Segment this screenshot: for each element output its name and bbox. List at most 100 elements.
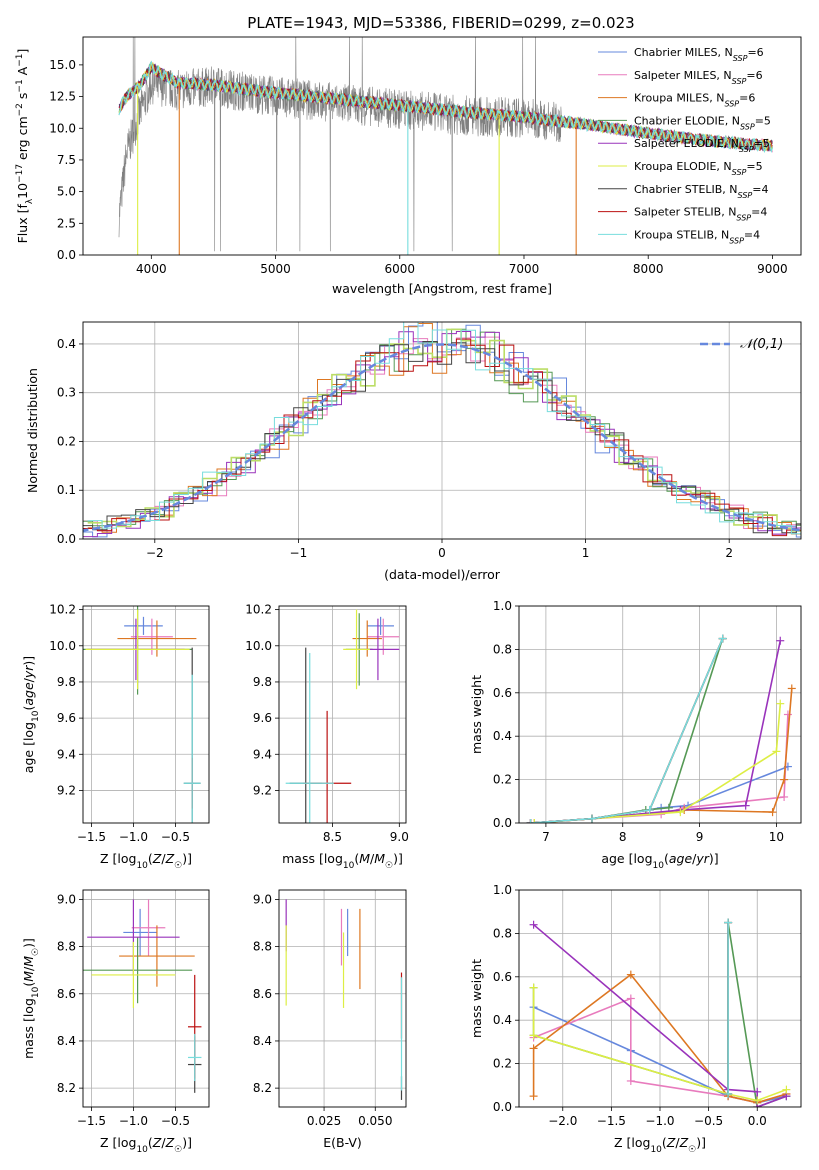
y-tick-label: 9.6 [57,711,76,725]
y-axis-label-part: yr [21,665,36,679]
x-tick-label: 4000 [136,262,167,276]
legend-label-text: Kroupa ELODIE, N [634,160,732,173]
legend-label-sub: SSP [736,213,751,222]
legend-label-sub: SSP [739,145,754,154]
x-axis-label-part: )] [393,851,403,866]
x-tick-label: 5000 [260,262,291,276]
y-tick-label: 9.2 [253,783,272,797]
x-axis-label-part: )] [182,851,192,866]
y-axis-label-part: / [21,677,36,682]
y-axis-label-part: M [21,956,36,967]
legend-label-tail: =4 [744,228,760,241]
x-tick-label: −2 [146,546,164,560]
legend-label-sub: SSP [732,76,747,85]
y-axis-label-part: 10 [31,986,41,998]
y-tick-label: 15.0 [49,58,76,72]
legend-label-text: Chabrier MILES, N [634,46,733,59]
x-axis-label-part: )] [709,851,719,866]
y-axis-label-part: 10 [15,183,30,199]
x-axis-label-part: ( [664,851,669,866]
x-axis-label-part: )] [696,1135,706,1150]
y-tick-label: 0.0 [57,248,76,262]
y-axis-label-part: )] [21,938,36,948]
x-tick-label: −1.5 [77,830,106,844]
y-tick-label: 12.5 [49,90,76,104]
x-axis-label: age [log10(age/yr)] [601,851,718,871]
x-axis-label-part: / [692,851,697,866]
y-axis-label: mass weight [469,675,484,754]
axes-frame [278,605,407,824]
y-axis-label-part: s [15,93,30,104]
x-tick-label: 6000 [384,262,415,276]
x-axis-label: Z [log10(Z/Z☉)] [100,851,192,871]
histogram-salpeter_stelib [83,338,801,537]
x-tick-label: −0.5 [161,830,190,844]
gaussian-curve [83,343,801,532]
y-tick-label: 1.0 [493,883,512,897]
histogram-kroupa_stelib [87,322,801,535]
legend-label-sub: SSP [733,54,748,63]
x-tick-label: −1.0 [119,1114,148,1128]
axes-frame [518,605,802,824]
x-tick-label: −1.5 [597,1114,626,1128]
y-axis-label-part: A [15,66,30,79]
x-tick-label: 0.0 [748,1114,767,1128]
x-axis-label-part: ☉ [385,861,393,871]
figure-title: PLATE=1943, MJD=53386, FIBERID=0299, z=0… [247,14,634,32]
legend-label-text: Salpeter STELIB, N [634,206,736,219]
x-axis-label-part: Z [165,851,175,866]
y-tick-label: 8.4 [253,1034,272,1048]
y-tick-label: 9.2 [57,783,76,797]
y-axis-label-part: −1 [15,79,25,92]
y-tick-label: 1.0 [493,599,512,613]
y-axis-label-part: ( [21,982,36,987]
legend-label-kroupa_stelib: Kroupa STELIB, NSSP=4 [634,228,760,245]
legend-label-tail: =5 [755,114,771,127]
plot-area-age_vs_mass [279,606,406,823]
y-tick-label: 0.2 [57,434,76,448]
y-axis-label-part: mass weight [469,959,484,1038]
legend-label-chabrier_elodie: Chabrier ELODIE, NSSP=5 [634,114,771,130]
axes-frame [82,889,210,1108]
y-tick-label: 0.0 [57,532,76,546]
x-axis-label-part: 10 [136,861,148,871]
x-tick-label: 9000 [757,262,788,276]
legend-label-text: Kroupa STELIB, N [634,228,729,241]
y-axis-label: Normed distribution [25,368,40,493]
y-tick-label: 10.0 [245,639,272,653]
legend-label-sub: SSP [740,122,755,131]
histogram-chabrier_stelib [83,341,801,534]
plot-area-massweight_vs_age [519,606,801,823]
plot-area-spectrum [118,37,773,255]
x-axis-label-part: Z [log [100,851,136,866]
y-tick-label: 8.8 [253,940,272,954]
x-axis-label-part: wavelength [Angstrom, rest frame] [332,281,552,296]
y-axis-label-part: mass weight [469,675,484,754]
x-tick-label: 7 [542,830,550,844]
x-axis-label-part: Z [165,1135,175,1150]
legend-label-sub: SSP [729,236,744,245]
model-spectrum-kroupa_stelib [118,60,773,154]
legend-label-sub: SSP [724,99,739,108]
y-axis-label-part: λ [25,198,35,204]
x-axis-label: mass [log10(M/M☉)] [282,851,403,871]
axes-frame [518,889,802,1108]
y-tick-label: 0.2 [493,773,512,787]
series-line-kroupa_stelib [530,638,724,823]
legend-label-sub: SSP [732,168,747,177]
y-tick-label: 2.5 [57,216,76,230]
y-axis-label-part: −2 [15,103,25,116]
y-tick-label: 10.2 [49,603,76,617]
x-axis-label-part: Z [log [614,1135,650,1150]
y-tick-label: 10.0 [49,639,76,653]
y-tick-label: 0.6 [493,970,512,984]
x-axis-label-part: E(B-V) [323,1135,362,1150]
y-tick-label: 0.4 [493,729,512,743]
y-tick-label: 8.6 [57,987,76,1001]
x-tick-label: 1 [582,546,590,560]
axes-spectrum: 4000 5000 6000 7000 8000 9000 0.0 2.5 5.0 7.5 10.0… [15,36,802,296]
x-tick-label: 9.0 [390,830,409,844]
legend-gaussian-label: 𝒩(0,1) [740,337,783,352]
